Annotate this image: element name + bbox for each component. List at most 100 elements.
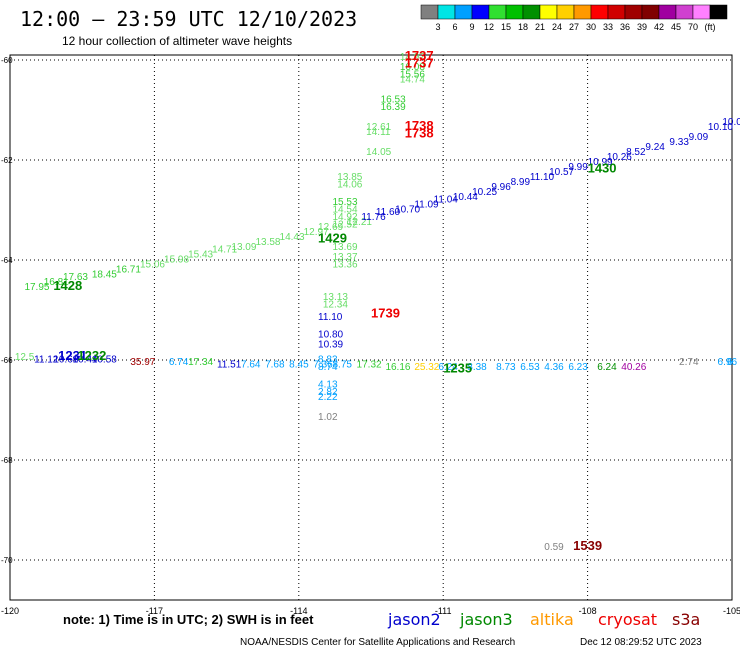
chart-title: 12:00 – 23:59 UTC 12/10/2023 <box>20 7 357 31</box>
wave-height-point: 10.70 <box>395 205 420 216</box>
wave-height-point: 14.92 <box>332 212 357 223</box>
wave-height-point: 7.64 <box>241 360 261 371</box>
wave-height-point: 15.56 <box>400 70 425 81</box>
time-label: 1738 <box>405 118 434 133</box>
wave-height-point: 25.32 <box>414 362 439 373</box>
wave-height-point: 6.74 <box>169 357 189 368</box>
wave-height-point: 8.83 <box>318 355 338 366</box>
colorbar-swatch <box>454 4 473 20</box>
time-label: 1737 <box>405 48 434 63</box>
colorbar-swatch <box>658 4 677 20</box>
colorbar-label: 33 <box>603 22 613 32</box>
colorbar-label: 24 <box>552 22 562 32</box>
wave-height-point: 9.96 <box>491 182 511 193</box>
wave-height-point: 6.53 <box>520 362 540 373</box>
colorbar-label: 39 <box>637 22 647 32</box>
wave-height-point: 12.52 <box>332 220 357 231</box>
wave-height-point: 9.33 <box>669 137 689 148</box>
colorbar-label: 36 <box>620 22 630 32</box>
wave-height-point: 7.68 <box>265 360 285 371</box>
wave-height-point: 35.97 <box>130 357 155 368</box>
colorbar-label: 9 <box>469 22 474 32</box>
colorbar-swatch <box>420 4 439 20</box>
x-tick-label: -114 <box>290 606 307 616</box>
wave-height-point: 2.22 <box>318 392 338 403</box>
wave-height-point: 11.10 <box>530 172 555 183</box>
wave-height-point: 2.74 <box>679 357 699 368</box>
legend-entry: altika <box>530 610 574 629</box>
time-label: 1539 <box>573 538 602 553</box>
x-tick-label: -105 <box>723 606 740 616</box>
wave-height-point: 16.81 <box>44 277 69 288</box>
wave-height-point: 17.32 <box>357 360 382 371</box>
y-tick-label: -66 <box>1 356 13 365</box>
chart-subtitle: 12 hour collection of altimeter wave hei… <box>62 34 292 48</box>
y-tick-label: -68 <box>1 456 13 465</box>
colorbar-label: 12 <box>484 22 494 32</box>
wave-height-point: 16.71 <box>116 265 141 276</box>
wave-height-point: 40.26 <box>621 362 646 373</box>
colorbar-swatch <box>539 4 558 20</box>
wave-height-point: 15.53 <box>332 197 357 208</box>
wave-height-point: 4.13 <box>318 380 338 391</box>
wave-height-point: 8.99 <box>511 177 531 188</box>
wave-height-point: 15.98 <box>164 255 189 266</box>
wave-height-point: 10.99 <box>588 157 613 168</box>
wave-height-point: 6.24 <box>438 362 458 373</box>
wave-height-point: 10.80 <box>318 330 343 341</box>
wave-height-point: 10.25 <box>472 187 497 198</box>
wave-height-point: 12.97 <box>304 227 329 238</box>
wave-height-point: 11.51 <box>217 360 242 371</box>
wave-height-point: 13.69 <box>332 242 357 253</box>
colorbar-label: 15 <box>501 22 511 32</box>
wave-height-point: 8.38 <box>467 362 487 373</box>
wave-height-point: 10.10 <box>708 122 733 133</box>
time-label: 1232 <box>77 348 106 363</box>
colorbar-swatch <box>675 4 694 20</box>
wave-height-point: 10.01 <box>722 117 740 128</box>
x-tick-label: -111 <box>435 606 452 616</box>
time-label: 1738 <box>405 126 434 141</box>
wave-height-point: 9.99 <box>568 162 588 173</box>
wave-height-point: 17.95 <box>24 282 49 293</box>
wave-height-point: 11.60 <box>376 207 401 218</box>
wave-height-point: 11.76 <box>361 212 386 223</box>
wave-height-point: 14.43 <box>280 232 305 243</box>
wave-height-point: 18.45 <box>92 270 117 281</box>
wave-height-point: 9.24 <box>645 142 665 153</box>
colorbar-swatch <box>522 4 541 20</box>
colorbar-swatch <box>607 4 626 20</box>
wave-height-point: 8.75 <box>332 360 352 371</box>
wave-height-point: 14.74 <box>400 75 425 86</box>
wave-height-point: 6.96 <box>718 357 738 368</box>
wave-height-point: 14.06 <box>337 180 362 191</box>
colorbar-label: 6 <box>452 22 457 32</box>
colorbar-swatch <box>437 4 456 20</box>
wave-height-point: 12.21 <box>347 217 372 228</box>
wave-height-point: 16.16 <box>385 362 410 373</box>
wave-height-point: 13.36 <box>332 260 357 271</box>
time-label: 1428 <box>53 278 82 293</box>
colorbar-swatch <box>488 4 507 20</box>
wave-height-point: 12.34 <box>323 300 348 311</box>
colorbar-label: 45 <box>671 22 681 32</box>
legend-entry: s3a <box>672 610 700 629</box>
colorbar-swatch <box>590 4 609 20</box>
colorbar-label: 3 <box>435 22 440 32</box>
colorbar-swatch <box>573 4 592 20</box>
y-tick-label: -64 <box>1 256 13 265</box>
wave-height-point: 8.74 <box>318 362 338 373</box>
time-label: 1429 <box>318 231 347 246</box>
wave-height-point: 13.13 <box>323 292 348 303</box>
plot-frame <box>9 54 733 601</box>
wave-height-point: 6 <box>727 357 733 368</box>
wave-height-point: 10.44 <box>453 192 478 203</box>
wave-height-point: 11.12 <box>34 355 59 366</box>
wave-height-point: 14.71 <box>212 245 237 256</box>
time-label: 1737 <box>405 56 434 71</box>
wave-height-point: 15.06 <box>140 260 165 271</box>
time-label: 1739 <box>371 306 400 321</box>
x-tick-label: -117 <box>146 606 163 616</box>
wave-height-point: 13.37 <box>332 252 357 263</box>
